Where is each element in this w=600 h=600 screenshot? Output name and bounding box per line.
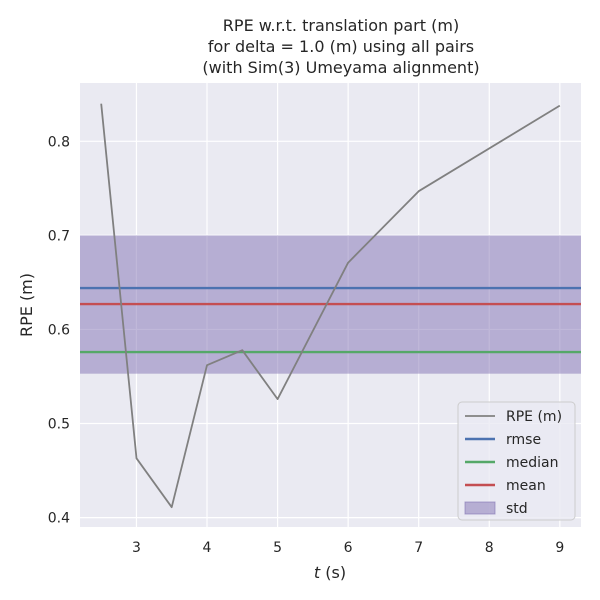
y-tick-label: 0.4 — [48, 511, 70, 527]
legend: RPE (m) rmse median mean std — [457, 401, 576, 521]
x-tick-labels: 3 4 5 6 7 8 9 — [132, 540, 564, 556]
y-tick-labels: 0.4 0.5 0.6 0.7 0.8 — [48, 134, 70, 526]
legend-box — [457, 401, 576, 521]
legend-label: median — [506, 455, 558, 471]
y-tick-label: 0.7 — [48, 228, 70, 244]
plot-area — [80, 83, 581, 527]
legend-label: std — [506, 501, 528, 517]
y-tick-label: 0.6 — [48, 322, 70, 338]
x-axis-label-unit: (s) — [320, 563, 346, 582]
chart-title-line-2: for delta = 1.0 (m) using all pairs — [208, 37, 474, 56]
x-tick-label: 9 — [555, 540, 564, 556]
x-tick-label: 8 — [485, 540, 494, 556]
x-tick-label: 5 — [273, 540, 282, 556]
legend-label: rmse — [506, 432, 541, 448]
x-tick-label: 7 — [414, 540, 423, 556]
legend-swatch-std — [464, 501, 496, 515]
chart-title-line-3: (with Sim(3) Umeyama alignment) — [202, 58, 479, 77]
legend-label: RPE (m) — [506, 409, 562, 425]
x-tick-label: 4 — [203, 540, 212, 556]
chart-title-line-1: RPE w.r.t. translation part (m) — [223, 16, 459, 35]
x-axis-label: t (s) — [314, 563, 346, 582]
y-tick-label: 0.5 — [48, 417, 70, 433]
y-tick-label: 0.8 — [48, 134, 70, 150]
y-axis-label: RPE (m) — [17, 273, 36, 337]
x-tick-label: 6 — [344, 540, 353, 556]
legend-label: mean — [506, 478, 546, 494]
x-axis-label-var: t — [314, 563, 321, 582]
x-tick-label: 3 — [132, 540, 141, 556]
rpe-series-line — [100, 103, 561, 509]
